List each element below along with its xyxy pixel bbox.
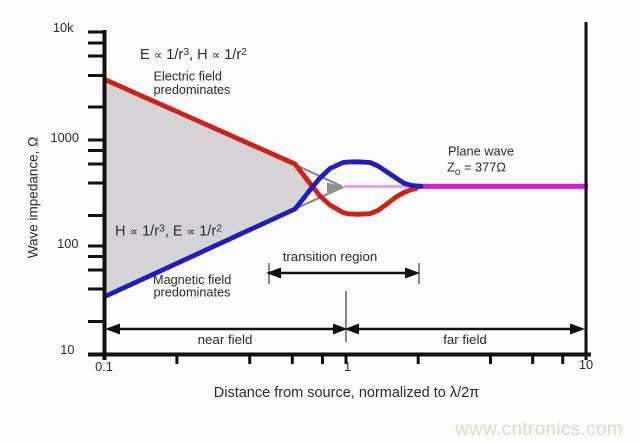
svg-text:Magnetic field: Magnetic field — [153, 273, 231, 287]
svg-text:near field: near field — [198, 332, 253, 347]
svg-text:E ∝ 1/r3, H ∝ 1/r2: E ∝ 1/r3, H ∝ 1/r2 — [140, 46, 247, 63]
svg-text:predominates: predominates — [154, 83, 231, 97]
svg-text:1: 1 — [344, 359, 351, 374]
svg-text:www.cntronics.com: www.cntronics.com — [454, 419, 623, 440]
svg-text:1000: 1000 — [51, 130, 79, 145]
svg-text:Zo = 377Ω: Zo = 377Ω — [447, 160, 506, 179]
svg-text:10: 10 — [60, 342, 74, 357]
svg-text:10: 10 — [579, 357, 593, 372]
svg-text:Distance from source, normaliz: Distance from source, normalized to λ/2π — [214, 385, 479, 401]
svg-text:Electric field: Electric field — [154, 70, 222, 84]
svg-text:0.1: 0.1 — [95, 359, 113, 374]
svg-text:H ∝ 1/r3, E ∝ 1/r2: H ∝ 1/r3, E ∝ 1/r2 — [115, 223, 222, 240]
svg-text:transition region: transition region — [283, 249, 378, 264]
svg-text:Plane wave: Plane wave — [448, 144, 514, 159]
svg-text:10k: 10k — [53, 20, 74, 35]
svg-text:far field: far field — [443, 332, 487, 347]
svg-text:100: 100 — [57, 236, 78, 251]
svg-text:predominates: predominates — [154, 286, 231, 300]
svg-text:Wave impedance, Ω: Wave impedance, Ω — [26, 137, 41, 258]
